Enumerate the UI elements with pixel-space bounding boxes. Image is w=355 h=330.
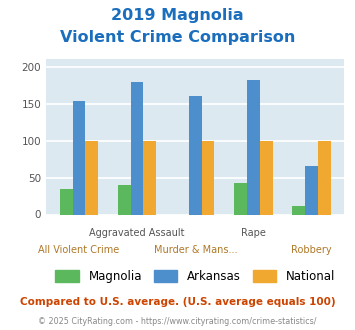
Text: Aggravated Assault: Aggravated Assault [89,228,185,238]
Text: All Violent Crime: All Violent Crime [38,245,120,255]
Bar [260,141,273,214]
Text: Murder & Mans...: Murder & Mans... [153,245,237,255]
Text: © 2025 CityRating.com - https://www.cityrating.com/crime-statistics/: © 2025 CityRating.com - https://www.city… [38,317,317,326]
Bar [293,206,305,214]
Text: Robbery: Robbery [291,245,332,255]
Bar [131,82,143,214]
Bar [189,96,202,214]
Bar [118,185,131,214]
Bar [60,189,72,214]
Text: Compared to U.S. average. (U.S. average equals 100): Compared to U.S. average. (U.S. average … [20,297,335,307]
Text: 2019 Magnolia: 2019 Magnolia [111,8,244,23]
Text: Violent Crime Comparison: Violent Crime Comparison [60,30,295,45]
Bar [202,141,214,214]
Text: Rape: Rape [241,228,266,238]
Bar [85,141,98,214]
Bar [234,183,247,214]
Bar [305,167,318,214]
Bar [247,80,260,214]
Legend: Magnolia, Arkansas, National: Magnolia, Arkansas, National [55,270,335,283]
Bar [72,102,85,214]
Bar [318,141,331,214]
Bar [143,141,156,214]
